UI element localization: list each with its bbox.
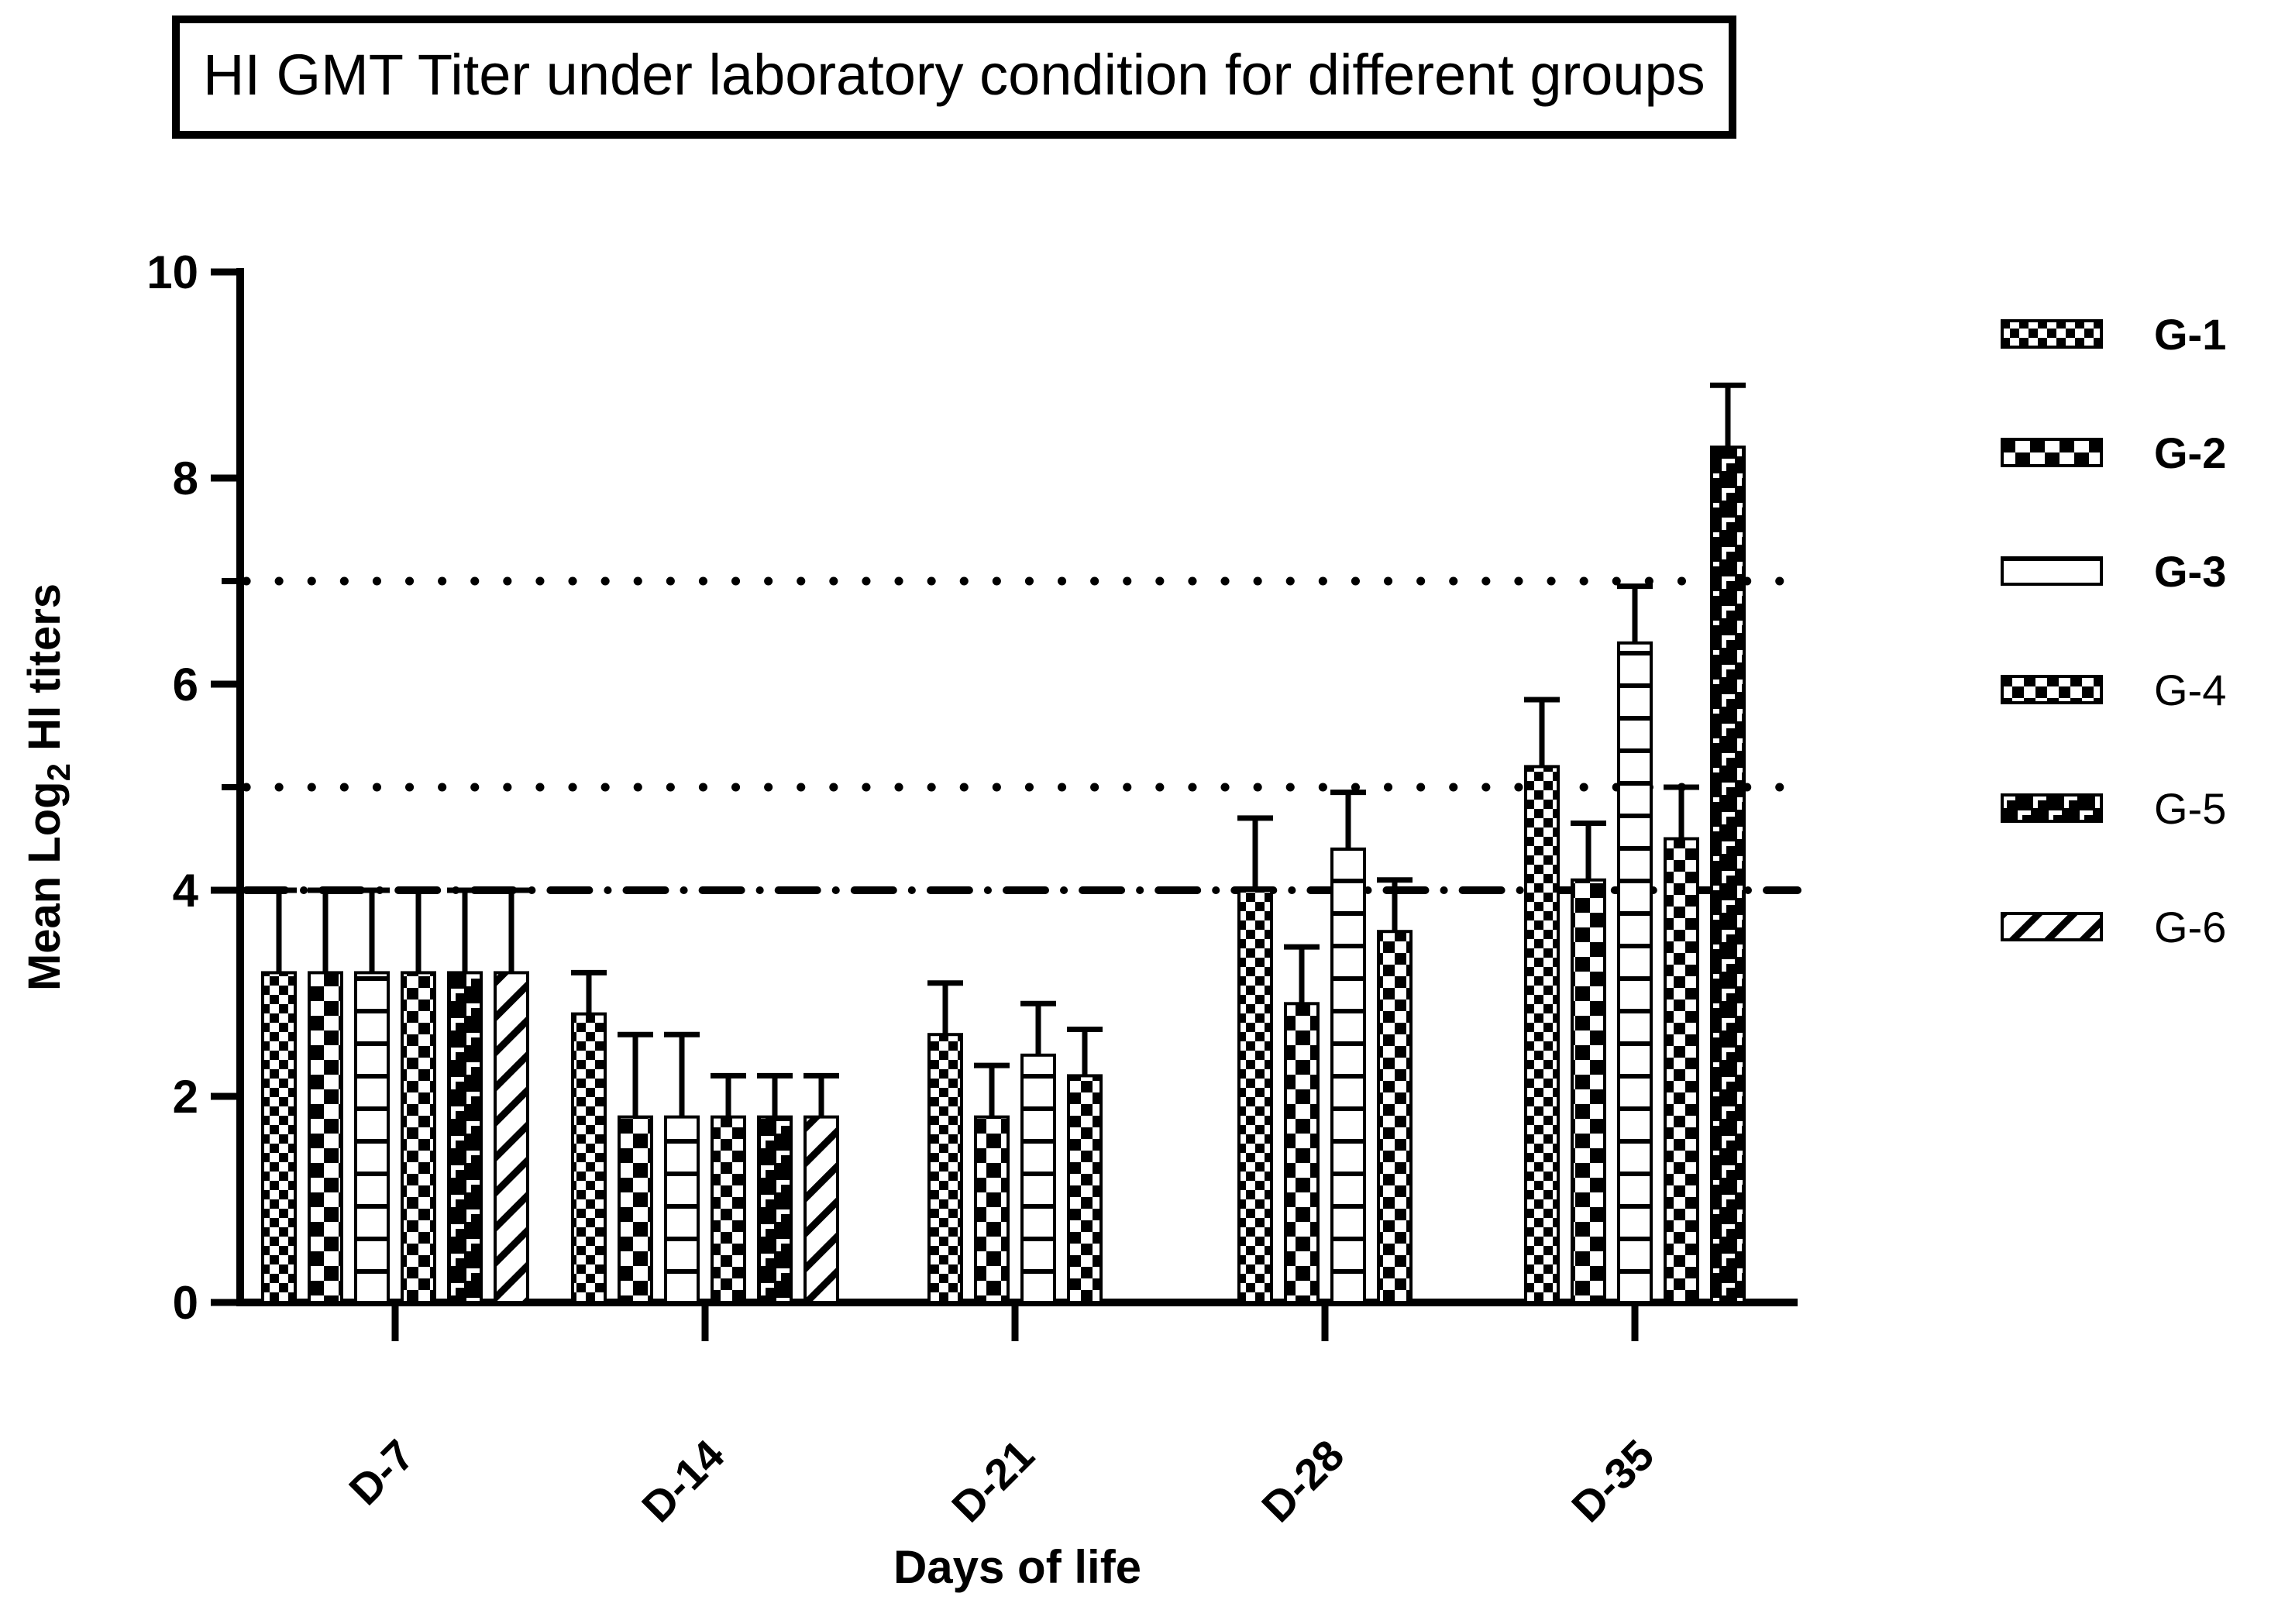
legend-swatch-g-4-icon [2001, 675, 2103, 704]
legend-swatch-rect-g-4 [2001, 675, 2103, 704]
x-axis-title: Days of life [893, 1541, 1142, 1593]
bar-d-28-g-3 [1330, 847, 1366, 1305]
bar-d-7-g-6 [494, 971, 529, 1305]
legend-swatch-rect-g-6 [2001, 912, 2103, 941]
bar-d-14-g-1 [571, 1012, 607, 1304]
bar-d-14-g-6 [803, 1115, 839, 1304]
legend-entry-g-6: G-6 [2001, 900, 2226, 954]
y-tick-label-4: 4 [173, 865, 199, 917]
legend-entry-g-5: G-5 [2001, 781, 2226, 835]
legend-entry-g-1: G-1 [2001, 307, 2226, 361]
bar-d-7-g-3 [354, 971, 390, 1305]
bar-d-21-g-3 [1020, 1053, 1056, 1305]
legend-swatch-g-2-icon [2001, 438, 2103, 467]
legend-swatch-rect-g-1 [2001, 319, 2103, 349]
y-tick-label-6: 6 [173, 659, 198, 710]
bar-d-21-g-2 [974, 1115, 1010, 1304]
y-tick-label-10: 10 [146, 246, 198, 298]
x-tick-label-D-28: D-28 [1252, 1430, 1353, 1531]
x-tick-label-D-14: D-14 [632, 1430, 733, 1531]
legend-swatch-g-3-icon [2001, 556, 2103, 586]
legend-swatch-g-6-icon [2001, 912, 2103, 941]
legend-swatch-rect-g-3 [2001, 556, 2103, 586]
legend-swatch-rect-g-2 [2001, 438, 2103, 467]
bar-d-14-g-3 [664, 1115, 700, 1304]
legend-swatch-g-1-icon [2001, 319, 2103, 349]
legend-entry-g-2: G-2 [2001, 425, 2226, 480]
legend-label-g-5: G-5 [2154, 783, 2227, 833]
bar-d-35-g-3 [1617, 641, 1653, 1304]
x-tick-label-D-7: D-7 [339, 1430, 423, 1514]
legend-label-g-6: G-6 [2154, 902, 2227, 951]
chart-title-box: HI GMT Titer under laboratory condition … [172, 15, 1736, 139]
bar-d-7-g-1 [261, 971, 297, 1305]
bar-d-14-g-5 [757, 1115, 793, 1304]
bar-d-35-g-1 [1524, 765, 1560, 1304]
bar-d-28-g-1 [1237, 889, 1273, 1304]
bar-d-28-g-2 [1284, 1002, 1320, 1305]
legend-label-g-3: G-3 [2154, 546, 2227, 596]
bar-d-35-g-2 [1571, 878, 1606, 1304]
legend-label-g-4: G-4 [2154, 665, 2227, 714]
x-tick-label-D-35: D-35 [1562, 1430, 1663, 1531]
legend-label-g-1: G-1 [2154, 309, 2227, 359]
y-tick-label-8: 8 [173, 452, 198, 504]
bar-d-28-g-4 [1377, 930, 1413, 1304]
bar-d-14-g-4 [711, 1115, 746, 1304]
y-tick-label-2: 2 [173, 1071, 198, 1123]
bar-d-7-g-5 [447, 971, 483, 1305]
legend-entry-g-4: G-4 [2001, 662, 2226, 717]
legend: G-1 G-2 G-3 G-4 G-5 G-6 [2001, 307, 2226, 1018]
bar-d-35-g-4 [1664, 837, 1699, 1304]
legend-swatch-rect-g-5 [2001, 793, 2103, 823]
x-tick-label-D-21: D-21 [942, 1430, 1043, 1531]
bar-d-14-g-2 [618, 1115, 653, 1304]
y-tick-label-0: 0 [173, 1277, 198, 1329]
bar-d-7-g-2 [308, 971, 343, 1305]
bar-d-21-g-4 [1067, 1074, 1103, 1305]
legend-swatch-g-5-icon [2001, 793, 2103, 823]
bar-d-35-g-5 [1710, 446, 1746, 1304]
chart-title: HI GMT Titer under laboratory condition … [203, 43, 1705, 107]
bar-d-7-g-4 [401, 971, 436, 1305]
bar-d-21-g-1 [927, 1033, 963, 1304]
legend-label-g-2: G-2 [2154, 428, 2227, 477]
legend-entry-g-3: G-3 [2001, 544, 2226, 598]
